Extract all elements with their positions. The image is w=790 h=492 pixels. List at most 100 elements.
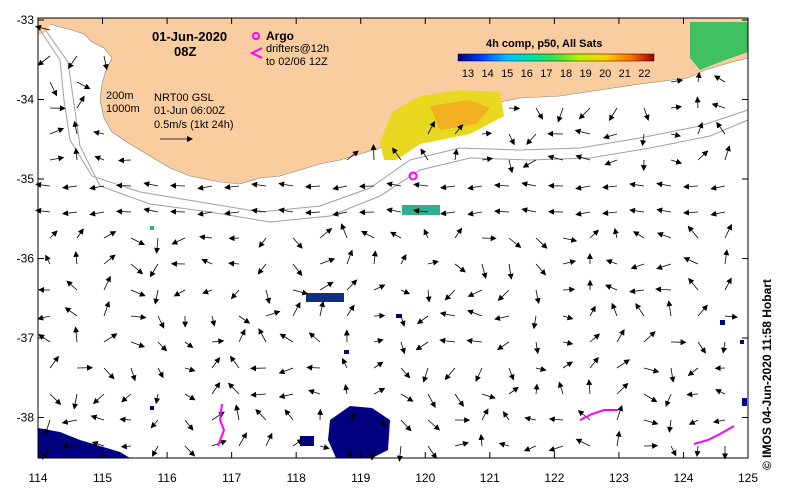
current-vector bbox=[656, 181, 672, 188]
current-vector bbox=[508, 133, 515, 146]
current-vector bbox=[535, 107, 544, 120]
current-vector bbox=[130, 341, 146, 348]
lon-label: 120 bbox=[415, 471, 435, 485]
current-vector bbox=[629, 181, 645, 188]
current-vector bbox=[342, 357, 348, 369]
current-vector bbox=[629, 207, 645, 214]
current-vector bbox=[230, 289, 240, 300]
current-vector bbox=[89, 210, 105, 217]
lat-label: -34 bbox=[17, 93, 35, 107]
current-vector bbox=[413, 207, 429, 214]
current-vector bbox=[508, 237, 522, 249]
current-vector bbox=[575, 438, 591, 447]
lat-label: -37 bbox=[17, 331, 35, 345]
current-vector bbox=[346, 279, 358, 291]
current-vector bbox=[605, 259, 618, 265]
lon-label: 121 bbox=[480, 471, 500, 485]
sst-patch-coastal-core bbox=[430, 100, 490, 130]
current-vector bbox=[238, 315, 251, 324]
credit-label: © IMOS 04-Jun-2020 11:58 Hobart bbox=[760, 279, 774, 470]
current-vector bbox=[44, 419, 51, 436]
current-vector bbox=[683, 257, 699, 265]
current-vector bbox=[37, 55, 51, 66]
current-vector bbox=[346, 445, 353, 458]
current-vector bbox=[605, 284, 618, 291]
current-vector bbox=[171, 237, 186, 245]
current-vector bbox=[440, 210, 456, 217]
current-vector bbox=[683, 209, 699, 216]
current-vector bbox=[228, 260, 240, 267]
current-vector bbox=[669, 367, 676, 383]
current-vector bbox=[229, 355, 240, 369]
current-vector bbox=[211, 411, 225, 421]
current-vector bbox=[454, 393, 464, 407]
current-vector bbox=[467, 184, 483, 191]
sst-patch-offshore bbox=[402, 205, 440, 215]
current-vector bbox=[670, 131, 682, 138]
current-vector bbox=[76, 95, 85, 109]
current-vector bbox=[643, 419, 659, 426]
current-vector bbox=[373, 361, 384, 369]
current-vector bbox=[422, 367, 429, 383]
current-vector bbox=[154, 237, 161, 254]
current-vector bbox=[369, 445, 376, 461]
current-vector bbox=[103, 333, 118, 343]
sst-cold-pixels bbox=[38, 226, 747, 458]
current-vector bbox=[250, 391, 267, 398]
current-vector bbox=[521, 207, 537, 214]
current-vector bbox=[562, 361, 573, 369]
current-vector bbox=[603, 133, 618, 140]
current-vector bbox=[575, 184, 591, 191]
sst-legend-title: 4h comp, p50, All Sats bbox=[486, 38, 602, 50]
current-vector bbox=[278, 393, 294, 399]
current-vector bbox=[94, 155, 105, 162]
current-vector bbox=[150, 419, 159, 429]
current-vector bbox=[73, 326, 80, 343]
current-vector bbox=[711, 102, 726, 109]
current-vector bbox=[521, 181, 537, 188]
current-vector bbox=[444, 367, 456, 381]
current-vector bbox=[656, 263, 672, 270]
current-vector bbox=[184, 419, 194, 431]
current-vector bbox=[498, 441, 510, 448]
current-vector bbox=[604, 159, 618, 166]
current-vector bbox=[319, 281, 334, 291]
current-vector bbox=[197, 184, 213, 191]
current-vector bbox=[494, 315, 510, 321]
current-vector bbox=[481, 130, 493, 137]
current-vector bbox=[258, 328, 267, 343]
current-vector bbox=[121, 393, 132, 403]
current-vector bbox=[670, 445, 677, 457]
current-vector bbox=[547, 154, 564, 161]
lon-label: 117 bbox=[222, 471, 241, 485]
isobaths bbox=[39, 27, 749, 223]
lon-label: 119 bbox=[351, 471, 370, 485]
current-vector bbox=[427, 120, 435, 135]
current-vector bbox=[670, 77, 684, 84]
current-vector bbox=[251, 181, 267, 188]
current-vector bbox=[713, 75, 726, 83]
current-vector bbox=[586, 379, 593, 395]
current-vector bbox=[481, 393, 496, 400]
lon-label: 124 bbox=[673, 471, 693, 485]
current-vector bbox=[467, 289, 483, 297]
current-vector bbox=[332, 210, 348, 217]
current-vector bbox=[184, 393, 196, 401]
current-vector bbox=[361, 230, 375, 239]
drifter-track-124 bbox=[693, 425, 735, 445]
current-vector bbox=[392, 147, 402, 161]
current-vector bbox=[439, 311, 456, 318]
colorbar-label: 15 bbox=[501, 68, 513, 80]
current-vector bbox=[170, 208, 186, 215]
current-vector bbox=[42, 445, 51, 460]
current-vector bbox=[548, 445, 564, 452]
map-border bbox=[37, 17, 749, 459]
current-vector bbox=[278, 181, 294, 188]
current-vector bbox=[346, 304, 355, 317]
current-vector bbox=[632, 231, 645, 239]
current-vector bbox=[416, 315, 429, 325]
current-vector bbox=[427, 445, 437, 460]
current-vector bbox=[454, 263, 466, 273]
current-vector bbox=[340, 223, 348, 239]
colorbar-label: 22 bbox=[638, 68, 650, 80]
